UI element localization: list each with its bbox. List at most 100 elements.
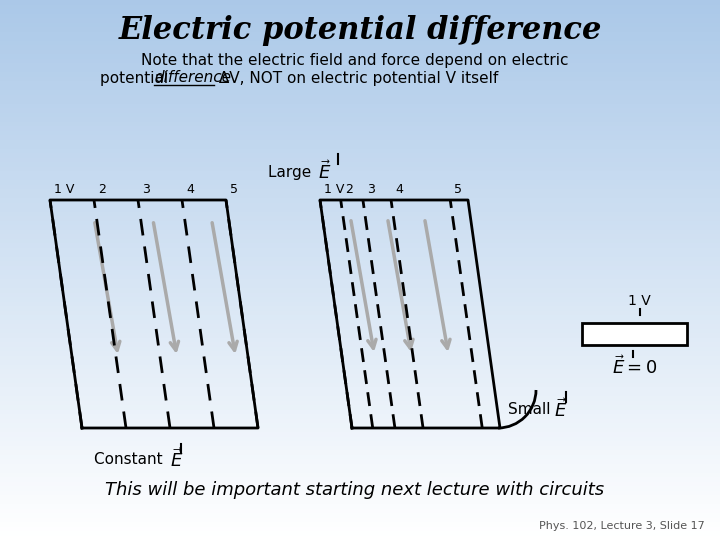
Bar — [0, 436, 720, 441]
Bar — [0, 517, 720, 522]
Text: 1 V: 1 V — [324, 183, 344, 196]
Text: Phys. 102, Lecture 3, Slide 17: Phys. 102, Lecture 3, Slide 17 — [539, 521, 705, 531]
Bar — [0, 482, 720, 486]
Bar — [0, 455, 720, 459]
Bar — [0, 189, 720, 193]
Bar — [0, 162, 720, 166]
Bar — [0, 68, 720, 72]
Bar — [0, 306, 720, 310]
Bar — [0, 0, 720, 4]
Bar — [582, 323, 687, 345]
Text: 1 V: 1 V — [54, 183, 74, 196]
Bar — [0, 108, 720, 112]
Bar — [0, 522, 720, 526]
Text: $\vec{E}$: $\vec{E}$ — [554, 399, 567, 421]
Bar — [0, 81, 720, 85]
Bar — [0, 477, 720, 482]
Text: 4: 4 — [395, 183, 403, 196]
Text: Constant: Constant — [94, 453, 168, 468]
Bar — [0, 166, 720, 171]
Bar — [0, 198, 720, 202]
Bar — [0, 347, 720, 351]
Bar — [0, 513, 720, 517]
Bar — [0, 45, 720, 50]
Bar — [0, 310, 720, 315]
Bar — [0, 392, 720, 396]
Bar — [0, 216, 720, 220]
Bar — [0, 288, 720, 293]
Bar — [0, 9, 720, 14]
Bar — [0, 486, 720, 490]
Bar — [0, 274, 720, 279]
Text: 5: 5 — [230, 183, 238, 196]
Text: $\vec{E} = 0$: $\vec{E} = 0$ — [612, 355, 657, 379]
Bar — [0, 63, 720, 68]
Text: Large: Large — [268, 165, 316, 179]
Bar — [0, 509, 720, 513]
Bar — [0, 279, 720, 284]
Bar — [0, 131, 720, 135]
Bar — [0, 139, 720, 144]
Bar — [0, 378, 720, 382]
Bar — [0, 144, 720, 148]
Bar — [0, 446, 720, 450]
Text: $\vec{E}$: $\vec{E}$ — [170, 449, 184, 471]
Bar — [0, 364, 720, 369]
Bar — [0, 23, 720, 27]
Text: Electric potential difference: Electric potential difference — [118, 15, 602, 45]
Bar — [0, 432, 720, 436]
Bar — [0, 374, 720, 378]
Text: 2: 2 — [98, 183, 106, 196]
Bar — [0, 396, 720, 401]
Bar — [0, 256, 720, 261]
Bar — [0, 495, 720, 500]
Text: potential: potential — [100, 71, 173, 85]
Bar — [0, 158, 720, 162]
Bar — [0, 112, 720, 117]
Bar — [0, 50, 720, 54]
Text: 4: 4 — [186, 183, 194, 196]
Text: 5: 5 — [454, 183, 462, 196]
Text: 3: 3 — [142, 183, 150, 196]
Bar — [0, 387, 720, 392]
Bar — [0, 355, 720, 360]
Bar — [0, 239, 720, 243]
Bar — [0, 261, 720, 266]
Text: ΔV, NOT on electric potential V itself: ΔV, NOT on electric potential V itself — [214, 71, 498, 85]
Bar — [0, 490, 720, 495]
Bar — [0, 459, 720, 463]
Bar — [0, 418, 720, 423]
Bar — [0, 414, 720, 418]
Bar — [0, 202, 720, 207]
Bar — [0, 126, 720, 131]
Bar — [0, 252, 720, 256]
Bar — [0, 428, 720, 432]
Bar — [0, 135, 720, 139]
Bar — [0, 234, 720, 239]
Bar — [0, 468, 720, 472]
Bar — [0, 338, 720, 342]
Bar — [0, 212, 720, 216]
Bar — [0, 220, 720, 225]
Bar — [0, 14, 720, 18]
Bar — [0, 351, 720, 355]
Bar — [0, 247, 720, 252]
Bar — [0, 207, 720, 212]
Bar — [0, 315, 720, 320]
Bar — [0, 99, 720, 104]
Bar — [0, 472, 720, 477]
Bar — [0, 4, 720, 9]
Bar — [0, 324, 720, 328]
Bar — [0, 27, 720, 31]
Bar — [0, 36, 720, 40]
Bar — [0, 171, 720, 176]
Bar — [0, 18, 720, 23]
Bar — [0, 328, 720, 333]
Bar — [0, 463, 720, 468]
Bar — [0, 526, 720, 531]
Bar — [0, 293, 720, 297]
Bar — [0, 77, 720, 81]
Text: Small: Small — [508, 402, 555, 417]
Bar — [0, 500, 720, 504]
Bar — [0, 148, 720, 153]
